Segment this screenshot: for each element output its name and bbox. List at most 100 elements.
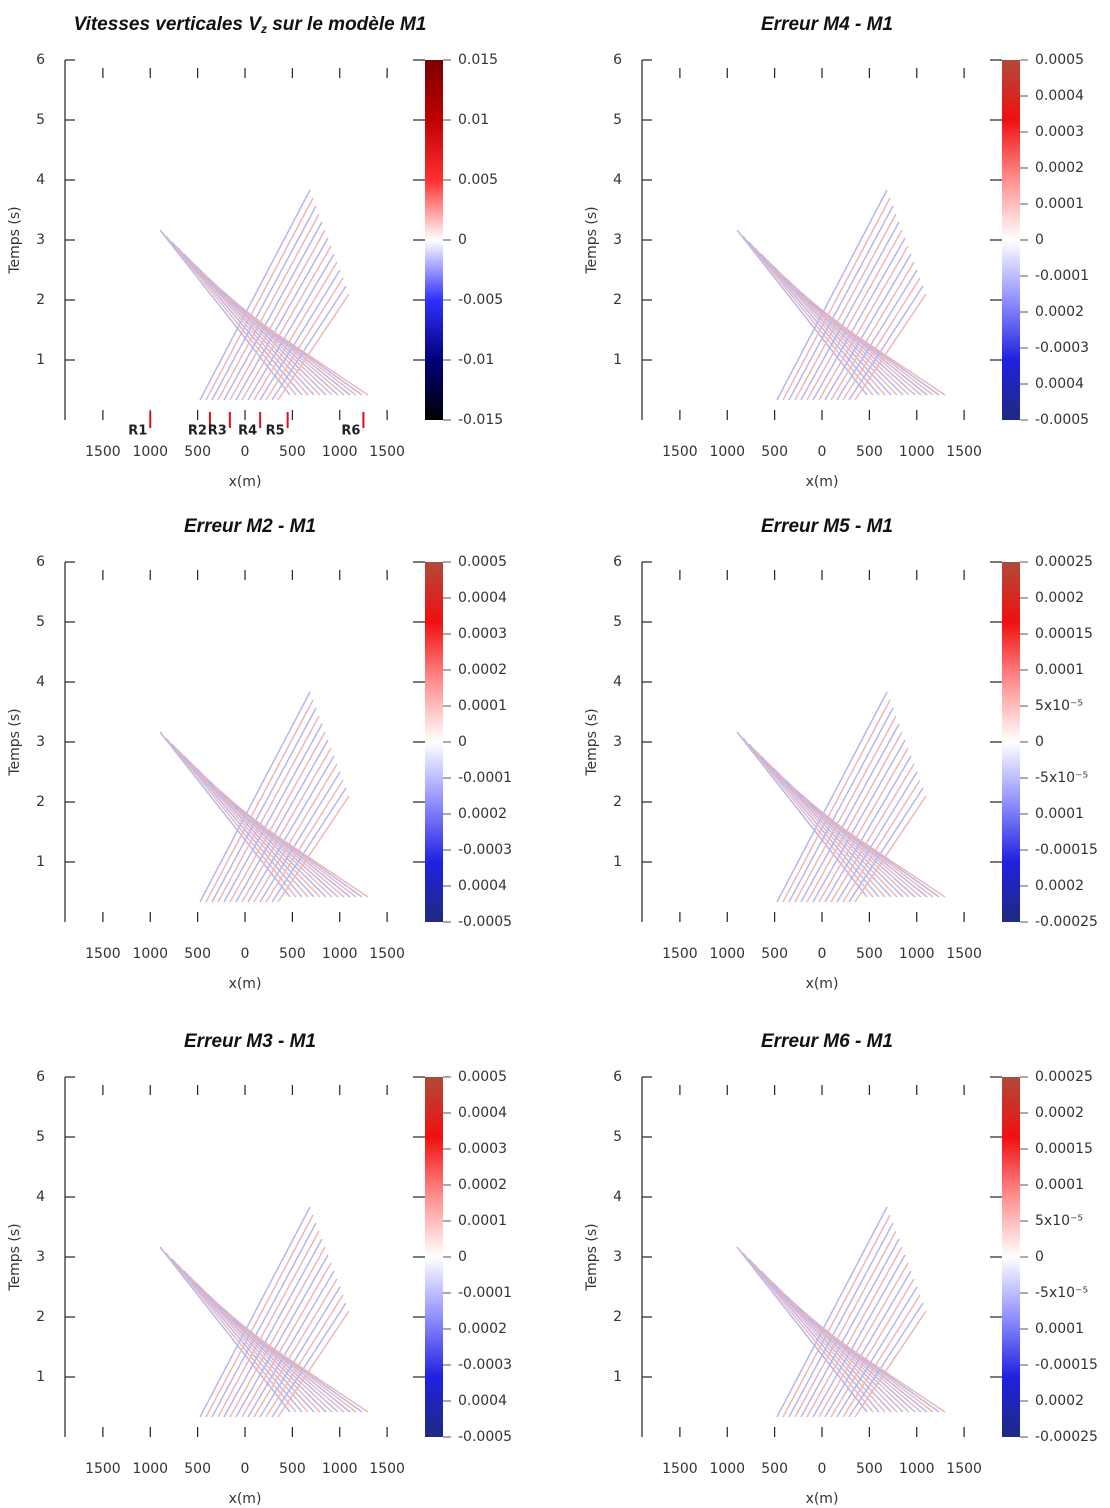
receiver-label: R3 — [208, 424, 227, 439]
x-tick-label: 500 — [761, 1461, 788, 1477]
colorbar-tick-label: 0.0002 — [1035, 160, 1084, 176]
x-tick-label: 500 — [856, 1461, 883, 1477]
wave-stripe — [207, 779, 339, 898]
colorbar-tick-label: -0.0003 — [458, 842, 512, 858]
x-tick-label: 1000 — [322, 1461, 358, 1477]
colorbar-tick-label: 0.0005 — [1035, 52, 1084, 68]
wave-stripe — [183, 253, 315, 396]
y-tick-label: 3 — [613, 232, 622, 248]
colorbar — [1002, 60, 1020, 420]
colorbar-tick-label: 0.0001 — [1035, 1321, 1084, 1337]
y-tick-label: 4 — [36, 1189, 45, 1205]
x-tick-label: 500 — [761, 946, 788, 962]
wave-stripe — [241, 245, 332, 401]
wave-stripe — [271, 285, 347, 401]
wave-stripe — [812, 1254, 906, 1418]
y-axis-label: Temps (s) — [584, 708, 600, 776]
wave-stripe — [742, 737, 874, 898]
y-tick-label: 3 — [613, 734, 622, 750]
wave-stripe — [802, 295, 934, 396]
wave-stripe — [277, 795, 350, 903]
colorbar-tick-label: 0.0004 — [1035, 88, 1084, 104]
wave-stripe — [814, 1324, 946, 1413]
title-text: Erreur M2 - M1 — [184, 516, 316, 537]
wave-stripe — [842, 779, 921, 903]
wave-stripe — [235, 237, 329, 401]
wave-stripe — [778, 773, 910, 898]
wave-stripe — [211, 205, 317, 401]
y-tick-label: 5 — [36, 112, 45, 128]
x-tick-label: 1500 — [85, 1461, 121, 1477]
x-tick-label: 1000 — [709, 444, 745, 460]
x-tick-label: 500 — [856, 946, 883, 962]
y-tick-label: 2 — [613, 794, 622, 810]
wave-stripe — [237, 809, 369, 898]
x-tick-label: 0 — [241, 946, 250, 962]
x-tick-label: 1500 — [662, 444, 698, 460]
wave-stripe — [760, 755, 892, 898]
wave-stripe — [229, 1246, 326, 1418]
wave-stripe — [782, 197, 891, 401]
wave-stripe — [265, 1294, 344, 1418]
colorbar-tick-label: 0.0004 — [458, 1393, 507, 1409]
wave-stripe — [271, 1302, 347, 1418]
wave-stripe — [736, 229, 868, 396]
wave-stripe — [229, 229, 326, 401]
x-tick-label: 1500 — [662, 946, 698, 962]
wave-stripe — [790, 283, 922, 396]
y-tick-label: 4 — [613, 1189, 622, 1205]
y-axis-label: Temps (s) — [7, 206, 23, 274]
colorbar-tick-label: 5x10⁻⁵ — [1035, 1213, 1083, 1229]
wave-stripe — [235, 1254, 329, 1418]
y-tick-label: 6 — [36, 554, 45, 570]
wave-stripe — [211, 707, 317, 903]
wave-stripe — [259, 1286, 341, 1418]
wave-stripe — [796, 1306, 928, 1413]
wave-stripe — [802, 1312, 934, 1413]
wave-stripe — [217, 1230, 320, 1418]
wave-stripe — [836, 771, 918, 903]
wave-stripe — [848, 1302, 924, 1418]
wave-stripe — [760, 1270, 892, 1413]
wave-stripe — [231, 803, 363, 898]
wave-stripe — [782, 699, 891, 903]
wave-stripe — [818, 245, 909, 401]
wave-stripe — [778, 1288, 910, 1413]
wave-stripe — [842, 277, 921, 401]
colorbar-tick-label: 0 — [458, 1249, 467, 1265]
colorbar-tick-label: 0.0003 — [1035, 124, 1084, 140]
wave-stripe — [824, 253, 912, 401]
wave-stripe — [830, 261, 915, 401]
wave-stripe — [782, 1214, 891, 1418]
receiver-label: R1 — [128, 424, 147, 439]
colorbar — [1002, 1077, 1020, 1437]
x-tick-label: 0 — [241, 1461, 250, 1477]
wave-stripe — [229, 731, 326, 903]
y-axis-label: Temps (s) — [7, 708, 23, 776]
wave-stripe — [205, 197, 314, 401]
wave-stripe — [836, 269, 918, 401]
wave-stripe — [772, 265, 904, 396]
wave-stripe — [784, 1294, 916, 1413]
colorbar-tick-label: 5x10⁻⁵ — [1035, 698, 1083, 714]
x-tick-label: 500 — [184, 444, 211, 460]
title-text: Erreur M5 - M1 — [761, 516, 893, 537]
wave-stripe — [253, 1278, 338, 1418]
wave-stripe — [189, 761, 321, 898]
x-tick-label: 500 — [279, 1461, 306, 1477]
y-tick-label: 3 — [36, 734, 45, 750]
x-tick-label: 500 — [761, 444, 788, 460]
colorbar-tick-label: 0 — [458, 734, 467, 750]
x-tick-label: 1500 — [946, 946, 982, 962]
wave-stripe — [199, 189, 311, 401]
y-tick-label: 5 — [36, 1129, 45, 1145]
wave-stripe — [812, 739, 906, 903]
colorbar-tick-label: -0.0001 — [1035, 268, 1089, 284]
colorbar-tick-label: 0.0001 — [1035, 662, 1084, 678]
x-tick-label: 1000 — [899, 1461, 935, 1477]
wave-stripe — [806, 229, 903, 401]
y-tick-label: 4 — [613, 674, 622, 690]
y-tick-label: 6 — [36, 52, 45, 68]
colorbar-tick-label: -0.00015 — [1035, 842, 1098, 858]
colorbar-tick-label: 0.0004 — [1035, 376, 1084, 392]
